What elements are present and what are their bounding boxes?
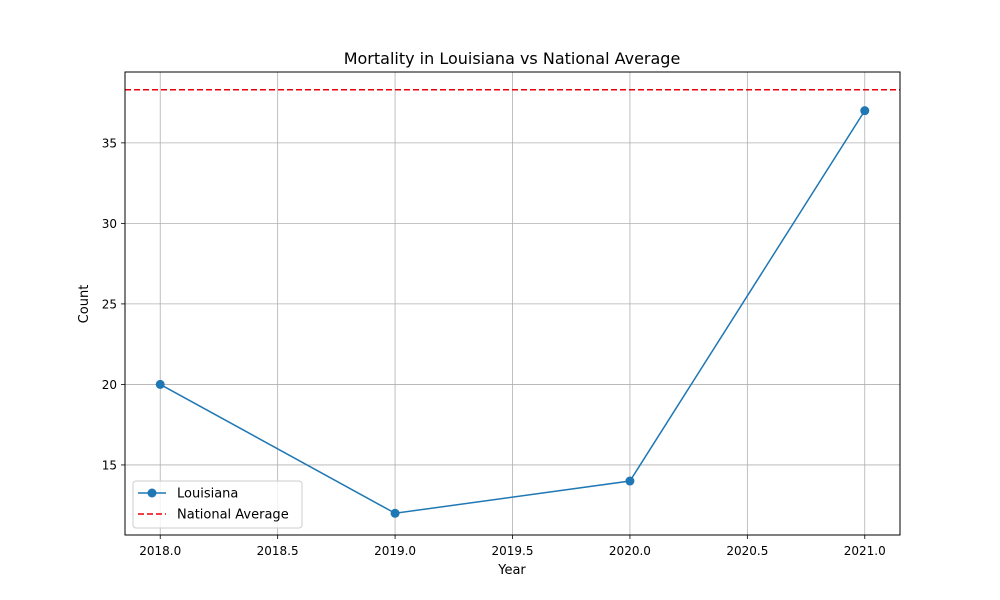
y-tick-label: 20 [102,378,117,392]
y-tick-label: 30 [102,217,117,231]
y-tick-label: 15 [102,458,117,472]
x-tick-label: 2018.5 [257,544,299,558]
data-point-louisiana [625,476,635,486]
x-axis-label: Year [497,563,526,578]
grid [125,72,900,535]
legend-label-louisiana: Louisiana [177,487,238,502]
chart-title: Mortality in Louisiana vs National Avera… [344,49,681,68]
x-tick-label: 2020.5 [726,544,768,558]
data-point-louisiana [155,379,165,389]
x-tick-label: 2021.0 [844,544,886,558]
x-tick-label: 2019.0 [374,544,416,558]
series-line-louisiana [159,110,866,515]
series [155,106,870,518]
x-tick-label: 2018.0 [139,544,181,558]
data-point-louisiana [390,508,400,518]
legend-label-national-average: National Average [177,508,289,523]
x-axis-ticks: 2018.0 2018.5 2019.0 2019.5 2020.0 2020.5 2021… [139,535,886,558]
data-point-louisiana [860,106,870,116]
x-tick-label: 2019.5 [492,544,534,558]
y-tick-label: 35 [102,136,117,150]
y-tick-label: 25 [102,297,117,311]
legend-marker-louisiana [147,488,157,498]
x-tick-label: 2020.0 [609,544,651,558]
y-axis-label: Count [77,285,92,324]
y-axis-ticks: 15 20 25 30 35 [102,136,125,472]
legend: Louisiana National Average [132,480,303,529]
legend-box [132,480,303,529]
